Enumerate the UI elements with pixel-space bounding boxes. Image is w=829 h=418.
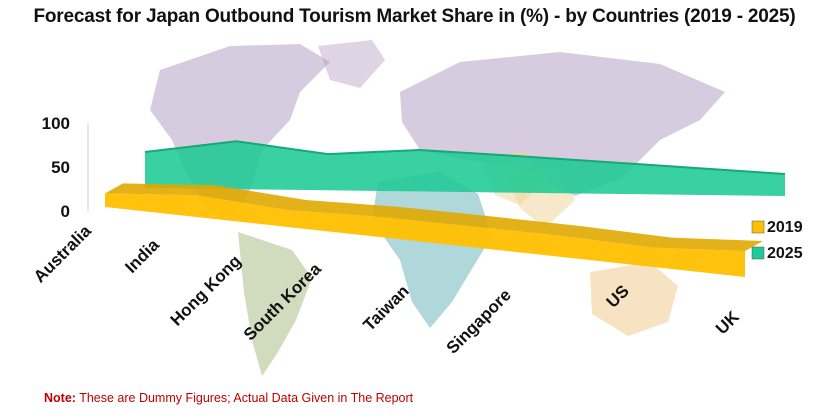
note-label: Note: [44, 391, 76, 405]
world-map-background [150, 40, 725, 376]
australia-shape [590, 262, 678, 336]
x-tick-label-uk: UK [712, 307, 743, 338]
greenland-shape [318, 40, 385, 88]
x-tick-label-india: India [121, 235, 163, 277]
y-axis: 0 50 100 [42, 114, 89, 221]
legend-swatch-2019 [751, 220, 765, 234]
note-text: These are Dummy Figures; Actual Data Giv… [75, 391, 414, 405]
y-tick-label: 100 [42, 114, 70, 133]
area-2025 [145, 141, 785, 196]
x-tick-label-taiwan: Taiwan [360, 281, 413, 334]
legend: 2019 2025 [751, 219, 803, 262]
area-2019 [105, 193, 745, 277]
legend-swatch-2025 [751, 246, 765, 260]
y-tick-label: 0 [61, 202, 70, 221]
line-2025 [144, 140, 786, 175]
note: Note: These are Dummy Figures; Actual Da… [44, 391, 413, 405]
series-2025 [144, 140, 786, 196]
legend-label-2019: 2019 [767, 219, 803, 236]
x-tick-label-hong-kong: Hong Kong [167, 251, 245, 329]
series-2019 [104, 183, 763, 277]
legend-label-2025: 2025 [767, 245, 803, 262]
x-tick-label-australia: Australia [30, 221, 95, 286]
south-america-shape [238, 232, 312, 376]
y-tick-label: 50 [51, 158, 70, 177]
series-layer [104, 140, 786, 277]
area-2019-top-face [105, 183, 763, 251]
chart-title: Forecast for Japan Outbound Tourism Mark… [33, 6, 796, 27]
